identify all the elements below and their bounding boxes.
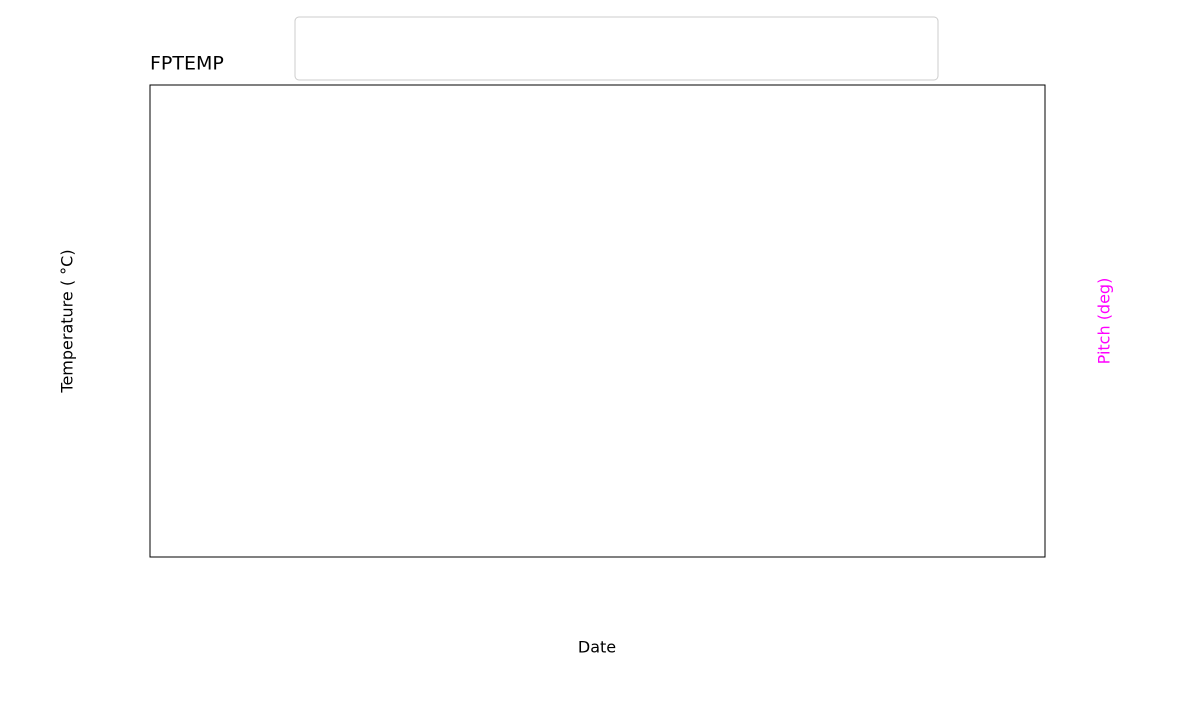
chart-title: FPTEMP — [150, 53, 224, 75]
legend — [294, 16, 939, 81]
x-axis-label: Date — [578, 638, 616, 657]
axes-frame — [149, 84, 1046, 558]
y-axis-label: Temperature ( °C) — [58, 249, 77, 393]
y2-axis-label: Pitch (deg) — [1095, 278, 1114, 365]
